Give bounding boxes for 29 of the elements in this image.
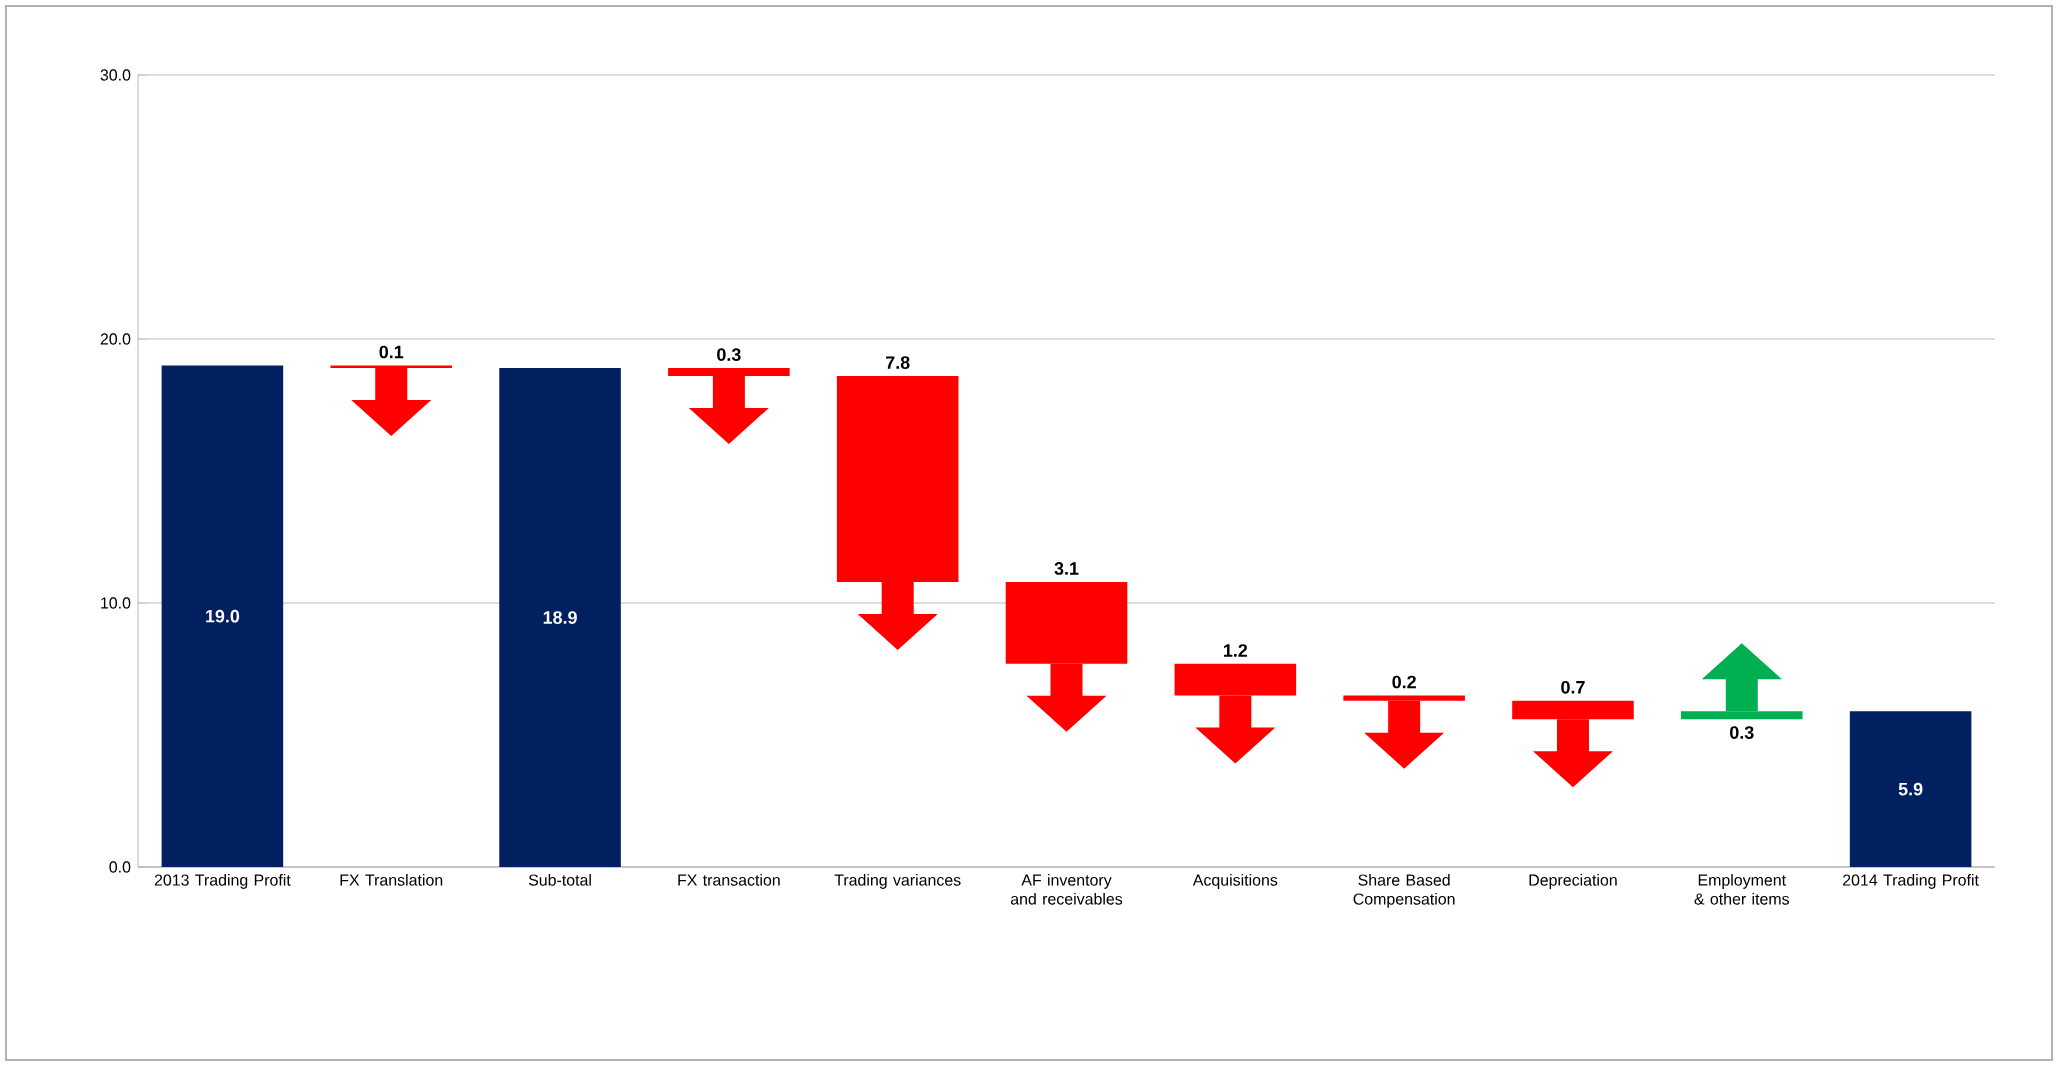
x-tick-label: Trading variances (834, 874, 961, 889)
x-tick-label: Employment & other items (1694, 874, 1790, 905)
data-label: 0.3 (1730, 726, 1754, 739)
data-label: 0.3 (717, 348, 741, 361)
x-tick-label: Sub-total (528, 874, 591, 886)
y-tick-label: 0.0 (109, 861, 131, 873)
x-tick-label: FX Translation (340, 874, 443, 886)
data-label: 3.1 (1054, 562, 1079, 575)
data-label: 0.7 (1561, 680, 1585, 694)
bar (1849, 711, 1972, 867)
data-label: 0.1 (379, 345, 404, 359)
bar (161, 365, 284, 867)
data-label: 5.9 (1898, 782, 1923, 796)
y-tick-label: 20.0 (100, 333, 131, 345)
x-tick-label: 2013 Trading Profit (154, 874, 291, 889)
x-tick-label: Share Based Compensation (1353, 874, 1455, 908)
data-label: 7.8 (886, 356, 910, 369)
data-label: 0.2 (1392, 675, 1416, 689)
data-label: 1.2 (1223, 644, 1248, 657)
x-tick-label: AF inventory and receivables (1010, 874, 1123, 905)
y-tick-label: 10.0 (101, 597, 131, 609)
data-label: 19.0 (206, 609, 240, 623)
x-tick-label: Acquisitions (1192, 874, 1278, 889)
x-tick-label: 2014 Trading Profit (1843, 874, 1979, 889)
data-label: 18.9 (543, 611, 577, 624)
bar (499, 368, 621, 867)
y-tick-label: 30.0 (100, 69, 131, 81)
x-tick-label: FX transaction (678, 874, 780, 886)
x-tick-label: Depreciation (1529, 874, 1617, 889)
